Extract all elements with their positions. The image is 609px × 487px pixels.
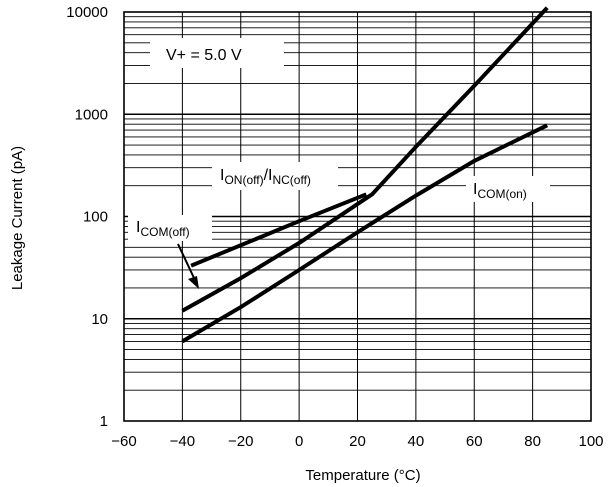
icomoff-arrow-head bbox=[188, 276, 199, 289]
y-axis-title: Leakage Current (pA) bbox=[9, 146, 26, 290]
icomon-sub: COM(on) bbox=[477, 187, 526, 201]
x-tick-label: 80 bbox=[524, 433, 541, 450]
icomon-label-bg bbox=[466, 176, 550, 202]
icomoff-sub: COM(off) bbox=[140, 225, 189, 239]
x-axis-title: Temperature (°C) bbox=[305, 467, 420, 484]
x-tick-label: −60 bbox=[111, 433, 136, 450]
x-tick-label: −40 bbox=[170, 433, 195, 450]
ion-inc-label: ION(off)/INC(off) bbox=[220, 167, 311, 187]
vplus-label: V+ = 5.0 V bbox=[166, 47, 242, 64]
icomoff-label: ICOM(off) bbox=[136, 219, 190, 239]
ion-sub: ON(off) bbox=[224, 173, 263, 187]
series-line-0 bbox=[181, 6, 549, 313]
plot-frame bbox=[123, 11, 592, 422]
icomoff-main: I bbox=[136, 219, 140, 236]
icomon-label: ICOM(on) bbox=[473, 181, 527, 201]
ion-label-bg bbox=[212, 162, 338, 190]
x-tick-label: −20 bbox=[228, 433, 253, 450]
ion-main: I bbox=[220, 167, 224, 184]
x-tick-label: 0 bbox=[295, 433, 303, 450]
icomoff-arrow-line bbox=[177, 243, 195, 279]
y-tick-label: 100 bbox=[83, 209, 108, 226]
icomon-main: I bbox=[473, 181, 477, 198]
inc-sub: NC(off) bbox=[272, 173, 310, 187]
y-tick-label: 1000 bbox=[75, 106, 108, 123]
x-tick-label: 20 bbox=[349, 433, 366, 450]
grid-lines bbox=[124, 12, 591, 421]
series-line-1 bbox=[190, 192, 368, 268]
y-tick-label: 10000 bbox=[66, 4, 108, 21]
y-tick-label: 1 bbox=[100, 413, 108, 430]
vplus-label-bg bbox=[150, 38, 284, 68]
x-tick-label: 40 bbox=[408, 433, 425, 450]
series-line-2 bbox=[181, 123, 549, 344]
series-layer bbox=[181, 6, 549, 344]
icomoff-label-bg bbox=[128, 215, 212, 241]
ion-sep: /I bbox=[264, 167, 273, 184]
x-tick-label: 60 bbox=[466, 433, 483, 450]
x-tick-label: 100 bbox=[578, 433, 603, 450]
tick-labels: −60 −40 −20 0 20 40 60 80 100 1 10 100 1000 10000 bbox=[66, 4, 603, 450]
y-tick-label: 10 bbox=[91, 311, 108, 328]
